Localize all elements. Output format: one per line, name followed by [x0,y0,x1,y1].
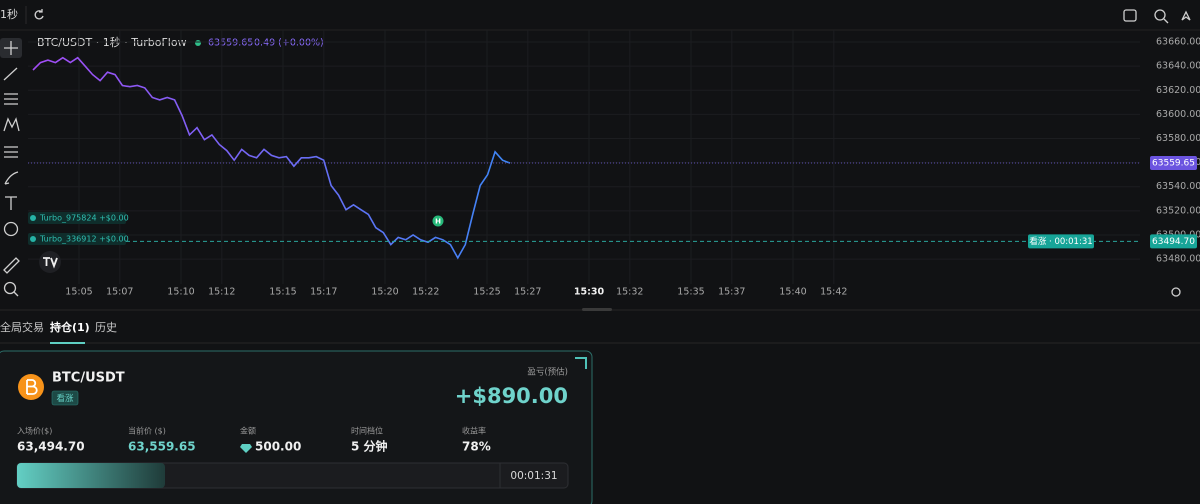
x-tick-label: 15:42 [820,287,847,298]
position-fields: 入场价($) 63,494.70 当前价 ($) 63,559.65 金额 500.00 时… [17,426,491,454]
tv-logo [39,251,61,273]
x-tick-label: 15:22 [412,287,439,298]
x-tick-label: 15:27 [514,287,541,298]
field-label: 收益率 [462,426,486,436]
field-label: 金额 [240,426,256,436]
field-value: 63,494.70 [17,440,85,454]
y-tick-label: 63600.00 [1156,109,1200,120]
direction: 看涨 [56,393,74,404]
field-value: 5 分钟 [351,439,388,454]
settings-icon[interactable] [1171,287,1181,297]
x-tick-label: 15:30 [574,287,605,298]
zoom-icon[interactable] [1154,9,1166,21]
entry-price-label: 63494.70 [1152,237,1195,247]
x-tick-label: 15:37 [718,287,745,298]
x-tick-label: 15:15 [269,287,296,298]
y-tick-label: 63580.00 [1156,133,1200,144]
timer-box [1028,234,1094,249]
position-symbol: BTC/USDT [52,371,125,386]
crosshair-tool[interactable] [4,41,18,55]
price-line [32,56,511,260]
y-tick-label: 63520.00 [1156,205,1200,216]
fib-tool[interactable] [4,93,18,105]
y-tick-label: 63660.00 [1156,37,1200,48]
btc-symbol [26,379,38,395]
header-change: 0.49 (+0.00%) [254,38,324,49]
order-tag-bg [28,212,126,224]
share-icon[interactable] [1181,10,1191,21]
header-price: 63559.65 [208,38,253,49]
tv-logo-mark [43,257,58,269]
pnl: +$890.00 [455,384,568,408]
field-value: 63,559.65 [128,440,196,454]
x-tick-label: 15:12 [208,287,235,298]
x-tick-label: 15:32 [616,287,643,298]
countdown: 00:01:31 [510,470,557,482]
y-tick-label: 63620.00 [1156,85,1200,96]
emoji-tool[interactable] [3,221,19,237]
reset-icon[interactable] [34,9,44,20]
field-label: 时间档位 [351,426,383,436]
x-tick-label: 15:17 [310,287,337,298]
zoom-tool-handle [13,291,19,297]
marker-label: H [435,218,441,226]
x-tick-label: 15:20 [371,287,398,298]
tool-column [0,38,22,297]
x-tick-label: 15:10 [167,287,194,298]
progress-fill [17,463,165,488]
y-tick-label: 63480.00 [1156,254,1200,265]
ruler-tool[interactable] [3,257,20,274]
y-tick-label: 63540.00 [1156,181,1200,192]
interval[interactable]: 1秒 [0,7,18,21]
x-tick-label: 15:05 [65,287,92,298]
amount-icon [240,444,252,453]
layout-icon[interactable] [1123,9,1137,22]
entry-price-box [1150,234,1197,249]
line-tool[interactable] [3,67,18,81]
last-price-label: 63559.65 [1152,159,1195,169]
tab[interactable]: 全局交易 [0,320,44,334]
timer-label: 看涨 · 00:01:31 [1029,236,1092,247]
brush-tool[interactable] [4,171,19,185]
order-tag[interactable]: Turbo_975824 +$0.00 [39,214,129,223]
pnl-label: 盈亏(预估) [527,367,568,378]
x-tick-label: 15:40 [779,287,806,298]
marker[interactable] [432,215,444,227]
field-value: 78% [462,440,491,454]
measure-tool[interactable] [4,146,18,158]
card-corner [575,357,587,369]
x-tick-label: 15:35 [677,287,704,298]
zoom-handle [1163,18,1169,24]
x-tick-label: 15:07 [106,287,133,298]
tab[interactable]: 持仓(1) [50,320,90,334]
order-dot [30,215,36,221]
field-label: 当前价 ($) [128,426,166,436]
field-label: 入场价($) [17,427,52,436]
y-tick-label: 63640.00 [1156,61,1200,72]
last-price-box [1150,156,1197,171]
resize-handle[interactable] [582,308,612,311]
zoom-tool[interactable] [3,281,17,295]
order-dot [30,236,36,242]
x-tick-label: 15:25 [473,287,500,298]
order-tag-bg [28,233,126,245]
direction-badge [51,390,79,406]
tab[interactable]: 历史 [95,321,117,334]
order-tag[interactable]: Turbo_336912 +$0.00 [39,235,129,244]
text-tool[interactable] [5,196,17,210]
field-value: 500.00 [255,440,301,454]
status-dot [195,40,201,46]
tabs: 全局交易 持仓(1) 历史 [0,320,117,344]
chart-plot: 15:05 15:07 15:10 15:12 15:15 15:17 15:20 15:22… [28,30,1200,298]
pattern-tool[interactable] [3,117,20,132]
